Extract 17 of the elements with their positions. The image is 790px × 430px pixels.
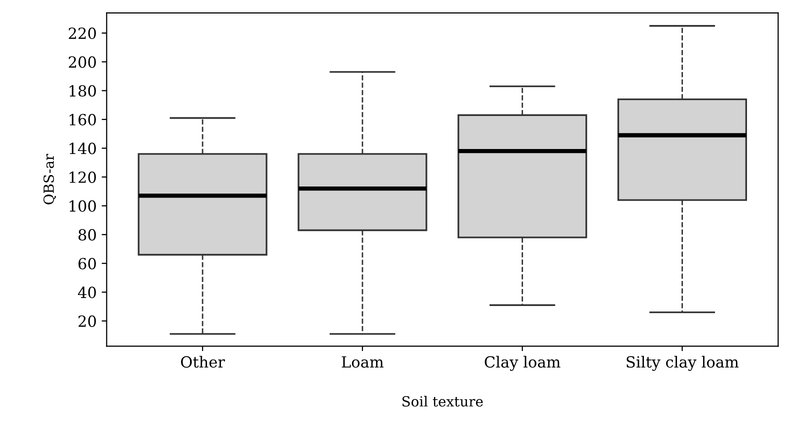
x-axis-title: Soil texture [402,396,483,407]
x-tick-label: Clay loam [484,356,560,371]
y-tick-label: 220 [68,28,96,40]
y-tick-label: 180 [70,85,96,97]
y-tick-label: 140 [70,142,96,154]
y-tick-label: 60 [78,258,96,270]
x-tick-label: Loam [342,356,384,368]
y-tick-label: 40 [78,286,96,298]
y-tick-label: 100 [70,200,96,212]
y-axis-title: QBS-ar [43,154,56,204]
x-tick-label: Other [181,356,225,368]
x-tick-label: Silty clay loam [626,356,739,371]
y-tick-label: 20 [78,315,96,327]
y-tick-label: 200 [68,56,96,68]
y-tick-label: 160 [70,114,96,126]
y-tick-label: 120 [70,171,96,184]
y-tick-label: 80 [78,229,96,241]
